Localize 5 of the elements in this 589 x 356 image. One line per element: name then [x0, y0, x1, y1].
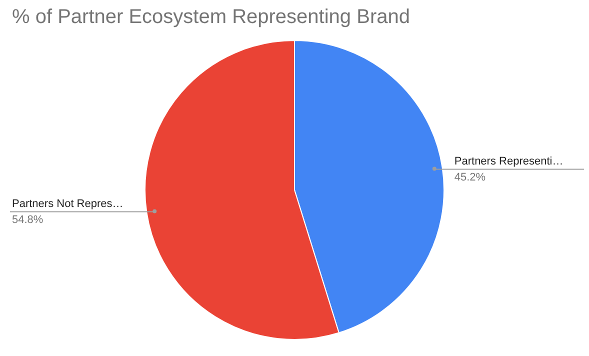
slice-label: Partners Representi… — [454, 155, 564, 168]
slice-label: Partners Not Repres… — [12, 198, 124, 210]
data-label: 45.2% — [454, 171, 486, 184]
chart-title: % of Partner Ecosystem Representing Brand — [12, 6, 410, 29]
data-label: 54.8% — [12, 214, 44, 226]
